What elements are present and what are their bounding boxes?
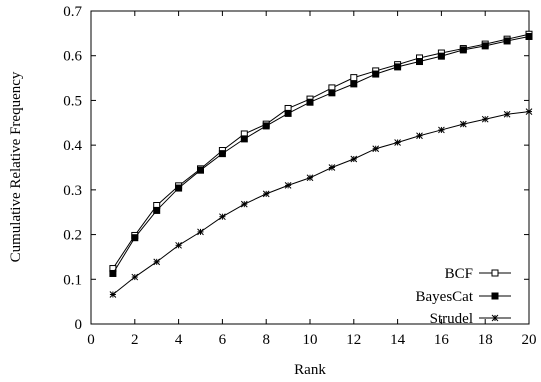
marker-filled-square: [481, 42, 489, 50]
marker-filled-square: [131, 234, 139, 242]
x-tick-label: 4: [175, 332, 183, 348]
marker-asterisk: [175, 241, 182, 249]
x-axis: 0 2 4 6 8 10 12 14 16 18 20: [87, 11, 537, 348]
marker-asterisk: [491, 314, 499, 322]
x-tick-label: 6: [219, 332, 227, 348]
marker-filled-square: [328, 89, 336, 97]
marker-filled-square: [350, 80, 358, 88]
marker-asterisk: [525, 108, 533, 115]
series-layer: [109, 30, 533, 298]
marker-filled-square: [437, 52, 445, 60]
marker-filled-square: [503, 37, 511, 45]
series-bayescat: [109, 32, 533, 277]
x-tick-label: 12: [346, 332, 361, 348]
legend: BCF BayesCat Strudel: [416, 266, 511, 327]
marker-open-square: [491, 269, 499, 277]
marker-open-square: [350, 74, 358, 82]
x-tick-label: 20: [522, 332, 537, 348]
series-line: [112, 35, 530, 274]
marker-asterisk: [438, 126, 445, 134]
y-tick-label: 0.2: [63, 228, 82, 244]
marker-filled-square: [153, 206, 161, 214]
legend-label: Strudel: [430, 311, 473, 327]
marker-asterisk: [416, 132, 423, 140]
marker-asterisk: [219, 213, 226, 221]
y-tick-label: 0.4: [63, 138, 82, 154]
marker-filled-square: [218, 150, 226, 158]
marker-filled-square: [459, 46, 467, 54]
marker-asterisk: [109, 291, 117, 298]
x-tick-label: 2: [131, 332, 139, 348]
legend-label: BayesCat: [416, 289, 474, 305]
marker-filled-square: [109, 269, 117, 277]
marker-filled-square: [284, 109, 292, 117]
marker-asterisk: [481, 115, 489, 123]
marker-filled-square: [525, 32, 533, 40]
marker-asterisk: [197, 228, 204, 236]
legend-entry: BayesCat: [416, 289, 511, 305]
y-tick-label: 0: [75, 317, 83, 333]
marker-filled-square: [306, 98, 314, 106]
legend-label: BCF: [445, 266, 473, 282]
y-tick-label: 0.7: [63, 4, 82, 20]
y-axis-label: Cumulative Relative Frequency: [8, 71, 24, 262]
legend-entry: Strudel: [430, 311, 511, 327]
series-bcf: [109, 30, 533, 273]
marker-asterisk: [284, 182, 292, 189]
marker-filled-square: [240, 135, 248, 143]
legend-entry: BCF: [445, 266, 511, 282]
marker-asterisk: [306, 174, 314, 182]
marker-filled-square: [394, 63, 402, 71]
x-tick-label: 18: [478, 332, 493, 348]
x-axis-label: Rank: [294, 362, 326, 378]
series-line: [112, 111, 530, 295]
marker-asterisk: [131, 273, 139, 281]
marker-asterisk: [350, 155, 358, 163]
marker-asterisk: [503, 110, 511, 118]
marker-filled-square: [197, 166, 204, 174]
x-tick-label: 0: [87, 332, 95, 348]
x-tick-label: 10: [303, 332, 318, 348]
marker-asterisk: [240, 200, 248, 208]
marker-asterisk: [372, 145, 380, 153]
y-axis: 0 0.1 0.2 0.3 0.4 0.5 0.6 0.7: [63, 4, 529, 333]
x-tick-label: 8: [262, 332, 270, 348]
marker-filled-square: [262, 122, 270, 130]
x-tick-label: 14: [390, 332, 406, 348]
series-strudel: [109, 108, 533, 298]
x-tick-label: 16: [434, 332, 450, 348]
marker-asterisk: [459, 120, 467, 128]
y-tick-label: 0.1: [63, 272, 82, 288]
y-tick-label: 0.5: [63, 93, 82, 109]
marker-filled-square: [372, 70, 380, 78]
series-line: [112, 33, 530, 269]
marker-filled-square: [491, 292, 499, 300]
y-tick-label: 0.3: [63, 183, 82, 199]
marker-filled-square: [416, 58, 423, 66]
marker-asterisk: [328, 164, 336, 171]
y-tick-label: 0.6: [63, 49, 82, 65]
marker-asterisk: [153, 258, 161, 266]
marker-asterisk: [262, 190, 270, 198]
marker-asterisk: [394, 139, 401, 146]
marker-filled-square: [175, 184, 183, 192]
